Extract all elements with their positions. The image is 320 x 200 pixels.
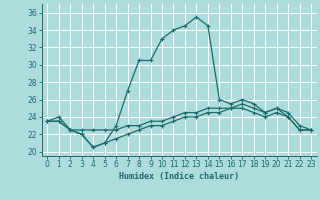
X-axis label: Humidex (Indice chaleur): Humidex (Indice chaleur) bbox=[119, 172, 239, 181]
